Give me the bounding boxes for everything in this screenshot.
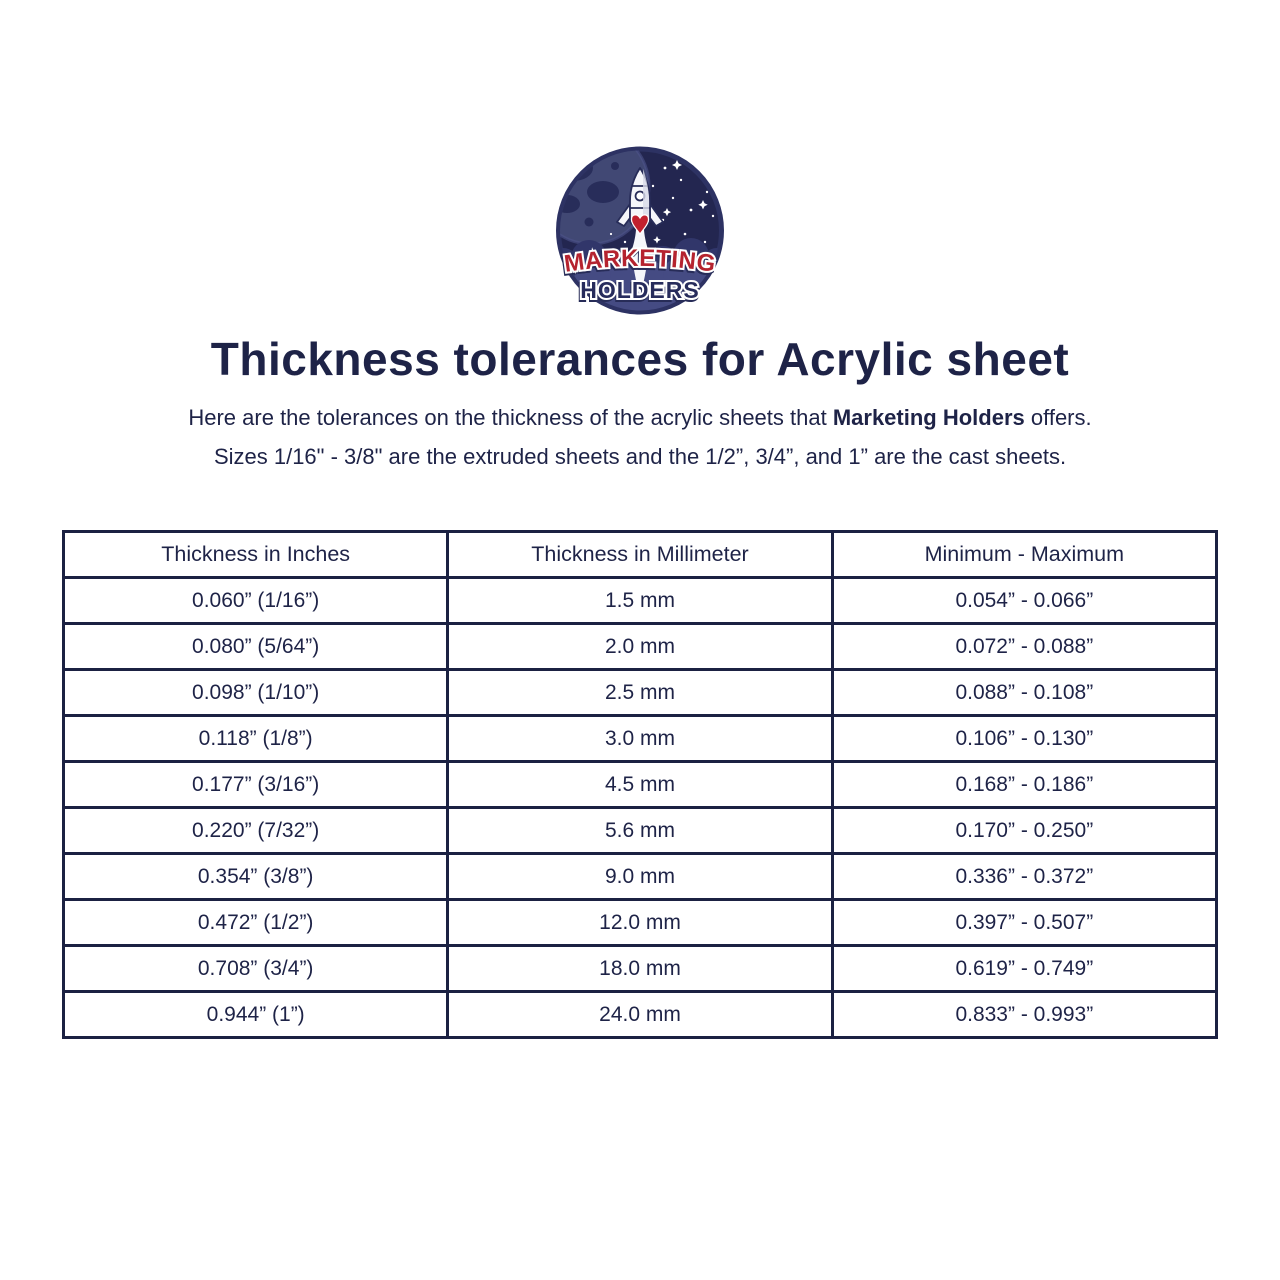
table-cell: 0.170” - 0.250” xyxy=(830,806,1219,855)
tolerance-table-head: Thickness in Inches Thickness in Millime… xyxy=(61,530,1219,579)
intro-text: Here are the tolerances on the thickness… xyxy=(0,398,1280,476)
table-row: 0.354” (3/8”) 9.0 mm 0.336” - 0.372” xyxy=(61,852,1219,901)
table-cell: 0.080” (5/64”) xyxy=(61,622,450,671)
table-row: 0.220” (7/32”) 5.6 mm 0.170” - 0.250” xyxy=(61,806,1219,855)
table-row: 0.177” (3/16”) 4.5 mm 0.168” - 0.186” xyxy=(61,760,1219,809)
intro-line1-suffix: offers. xyxy=(1024,405,1092,430)
table-cell: 0.072” - 0.088” xyxy=(830,622,1219,671)
table-cell: 0.098” (1/10”) xyxy=(61,668,450,717)
table-cell: 0.708” (3/4”) xyxy=(61,944,450,993)
intro-line1-prefix: Here are the tolerances on the thickness… xyxy=(188,405,833,430)
table-cell: 0.168” - 0.186” xyxy=(830,760,1219,809)
table-cell: 12.0 mm xyxy=(446,898,834,947)
table-cell: 0.472” (1/2”) xyxy=(61,898,450,947)
table-cell: 9.0 mm xyxy=(446,852,834,901)
table-cell: 0.220” (7/32”) xyxy=(61,806,450,855)
table-cell: 0.619” - 0.749” xyxy=(830,944,1219,993)
table-cell: 0.397” - 0.507” xyxy=(830,898,1219,947)
intro-line1: Here are the tolerances on the thickness… xyxy=(0,398,1280,437)
tolerance-table: Thickness in Inches Thickness in Millime… xyxy=(61,530,1219,1039)
rocket-launch-space-badge-icon: MARKETING HOLDERS xyxy=(556,146,724,315)
table-row: 0.472” (1/2”) 12.0 mm 0.397” - 0.507” xyxy=(61,898,1219,947)
tolerance-table-container: Thickness in Inches Thickness in Millime… xyxy=(61,530,1219,1039)
table-cell: 3.0 mm xyxy=(446,714,834,763)
table-cell: 2.0 mm xyxy=(446,622,834,671)
table-cell: 0.833” - 0.993” xyxy=(830,990,1219,1039)
header-thickness-inches: Thickness in Inches xyxy=(61,530,450,579)
table-cell: 2.5 mm xyxy=(446,668,834,717)
table-cell: 0.054” - 0.066” xyxy=(830,576,1219,625)
table-cell: 0.060” (1/16”) xyxy=(61,576,450,625)
tolerance-table-body: 0.060” (1/16”) 1.5 mm 0.054” - 0.066” 0.080… xyxy=(61,576,1219,1039)
table-row: 0.080” (5/64”) 2.0 mm 0.072” - 0.088” xyxy=(61,622,1219,671)
table-row: 0.098” (1/10”) 2.5 mm 0.088” - 0.108” xyxy=(61,668,1219,717)
table-cell: 24.0 mm xyxy=(446,990,834,1039)
intro-brand-bold: Marketing Holders xyxy=(832,405,1025,430)
table-cell: 0.336” - 0.372” xyxy=(830,852,1219,901)
table-cell: 0.944” (1”) xyxy=(61,990,450,1039)
page-title: Thickness tolerances for Acrylic sheet xyxy=(210,333,1070,385)
table-cell: 18.0 mm xyxy=(446,944,834,993)
table-row: 0.708” (3/4”) 18.0 mm 0.619” - 0.749” xyxy=(61,944,1219,993)
table-cell: 0.177” (3/16”) xyxy=(61,760,450,809)
header-row: Thickness in Inches Thickness in Millime… xyxy=(61,530,1219,579)
table-row: 0.118” (1/8”) 3.0 mm 0.106” - 0.130” xyxy=(61,714,1219,763)
table-cell: 5.6 mm xyxy=(446,806,834,855)
table-row: 0.944” (1”) 24.0 mm 0.833” - 0.993” xyxy=(61,990,1219,1039)
intro-line2: Sizes 1/16" - 3/8" are the extruded shee… xyxy=(213,444,1067,469)
table-row: 0.060” (1/16”) 1.5 mm 0.054” - 0.066” xyxy=(61,576,1219,625)
brand-name-line2: HOLDERS xyxy=(580,277,699,303)
table-cell: 1.5 mm xyxy=(446,576,834,625)
table-cell: 0.118” (1/8”) xyxy=(61,714,450,763)
logo: MARKETING HOLDERS xyxy=(0,146,1280,318)
header-min-max: Minimum - Maximum xyxy=(830,530,1219,579)
table-cell: 0.088” - 0.108” xyxy=(830,668,1219,717)
header-thickness-mm: Thickness in Millimeter xyxy=(446,530,834,579)
table-cell: 4.5 mm xyxy=(446,760,834,809)
table-cell: 0.354” (3/8”) xyxy=(61,852,450,901)
table-cell: 0.106” - 0.130” xyxy=(830,714,1219,763)
